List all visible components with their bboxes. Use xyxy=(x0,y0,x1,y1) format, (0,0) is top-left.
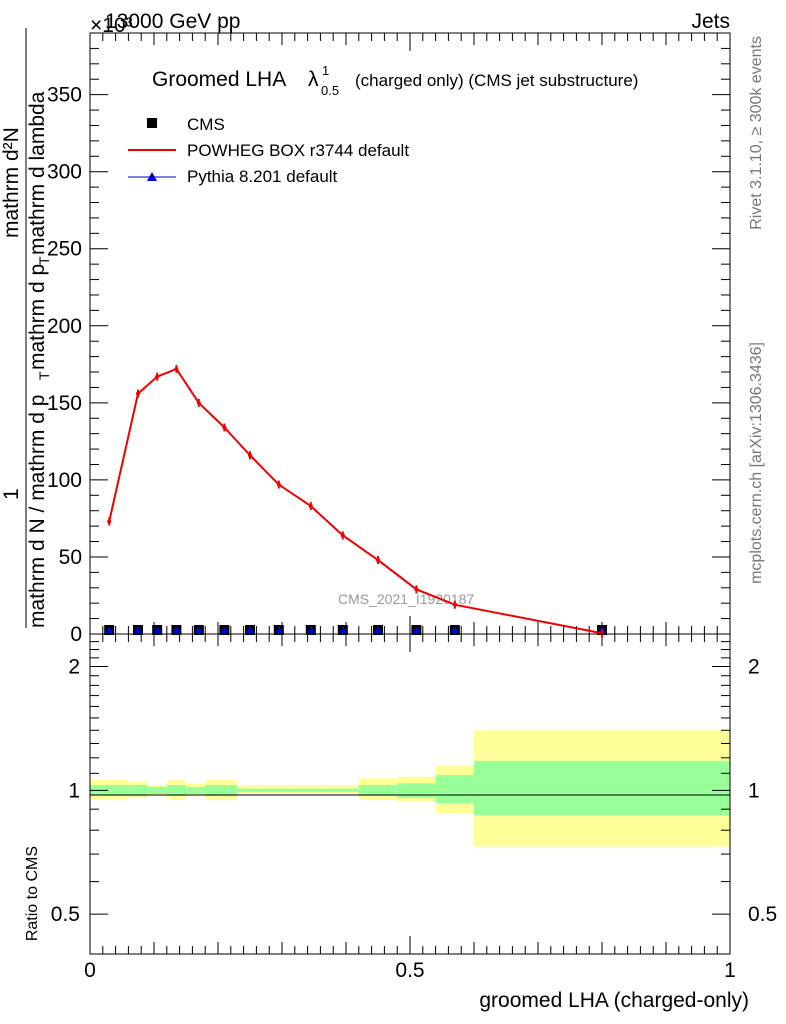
legend-label-cms: CMS xyxy=(187,115,225,134)
pythia-point xyxy=(246,626,254,633)
ratio-y-tick-label-right: 0.5 xyxy=(748,903,777,926)
ratio-y-tick-label-left: 0.5 xyxy=(51,903,80,926)
ylabel-den-mid: T xyxy=(36,371,52,380)
powheg-point xyxy=(600,631,604,636)
ratio-plot-frame xyxy=(89,633,731,955)
powheg-point xyxy=(222,425,227,430)
x-tick-label: 0 xyxy=(84,959,96,982)
y-tick-label: 250 xyxy=(47,238,82,261)
pythia-point xyxy=(134,626,142,633)
powheg-point xyxy=(308,504,313,509)
rivet-side-label: Rivet 3.1.10, ≥ 300k events xyxy=(748,36,765,230)
ratio-y-tick-label-right: 2 xyxy=(748,656,760,679)
pythia-point xyxy=(306,626,315,633)
title-prefix: Groomed LHA xyxy=(152,68,286,91)
ratio-band-stat xyxy=(397,783,436,798)
ratio-band-stat xyxy=(326,788,359,793)
header-right-label: Jets xyxy=(691,10,730,33)
ratio-bands xyxy=(90,730,730,847)
ratio-band-stat xyxy=(474,760,730,816)
powheg-line xyxy=(108,367,603,635)
ratio-band-stat xyxy=(128,785,148,796)
x-tick-label: 1 xyxy=(724,959,736,982)
main-ylabel: 1 mathrm d²N mathrm d N / mathrm d p T m… xyxy=(0,28,52,628)
mcplots-side-label: mcplots.cern.ch [arXiv:1306.3436] xyxy=(748,342,765,584)
ylabel-den-mid2: T xyxy=(36,256,52,265)
legend-label-powheg: POWHEG BOX r3744 default xyxy=(187,141,409,160)
powheg-point xyxy=(155,374,160,379)
y-tick-label: 50 xyxy=(59,546,82,569)
powheg-point xyxy=(340,533,345,538)
x-tick-labels: 0 0.5 1 xyxy=(84,959,736,982)
ratio-y-tick-label-left: 2 xyxy=(68,656,80,679)
ratio-band-stat xyxy=(358,785,398,796)
exponent-label: ×10³ xyxy=(90,14,133,37)
powheg-point xyxy=(248,453,252,458)
y-tick-label: 200 xyxy=(47,315,82,338)
main-plot-ticks xyxy=(89,32,731,954)
powheg-point xyxy=(376,558,380,563)
title-subscript: 0.5 xyxy=(321,83,339,98)
ratio-y-tick-label-left: 1 xyxy=(68,779,80,802)
ylabel-den-end: mathrm d lambda xyxy=(26,91,49,255)
ratio-y-tick-labels: 0.5 0.5 1 1 2 2 xyxy=(51,656,777,927)
ratio-ylabel: Ratio to CMS xyxy=(24,846,41,941)
pythia-point xyxy=(172,626,181,633)
powheg-point xyxy=(452,602,457,607)
y-tick-label: 350 xyxy=(47,84,82,107)
analysis-watermark: CMS_2021_I1920187 xyxy=(338,591,474,607)
ratio-band-stat xyxy=(294,788,327,793)
main-plot-frame xyxy=(89,32,731,635)
pythia-point xyxy=(194,626,203,633)
ratio-band-stat xyxy=(205,785,238,796)
ratio-y-tick-label-right: 1 xyxy=(748,779,760,802)
title-suffix: (charged only) (CMS jet substructure) xyxy=(355,71,638,90)
ratio-band-stat xyxy=(237,788,263,793)
powheg-point xyxy=(414,587,419,592)
x-tick-label: 0.5 xyxy=(395,959,424,982)
ylabel-numerator-rest: mathrm d²N xyxy=(0,127,23,238)
header-left-label: 13000 GeV pp xyxy=(105,10,240,33)
ratio-band-stat xyxy=(186,786,206,794)
main-plot-data xyxy=(104,364,607,638)
powheg-point xyxy=(174,366,179,371)
legend-label-pythia: Pythia 8.201 default xyxy=(187,167,338,186)
ratio-band-stat xyxy=(147,786,167,794)
pythia-point xyxy=(374,626,382,633)
pythia-point xyxy=(412,626,421,633)
pythia-point xyxy=(450,626,459,633)
legend-marker-cms xyxy=(147,118,157,128)
legend-marker-pythia xyxy=(147,172,157,181)
powheg-point xyxy=(196,400,201,405)
pythia-point xyxy=(220,626,229,633)
ylabel-den-left: mathrm d N / mathrm d p xyxy=(26,395,49,628)
y-tick-label: 150 xyxy=(47,392,82,415)
powheg-point xyxy=(107,519,112,524)
main-y-tick-labels: 0 50 100 150 200 250 300 350 xyxy=(47,84,82,646)
main-plot-title: Groomed LHA λ 1 0.5 (charged only) (CMS … xyxy=(152,63,638,98)
y-tick-label: 100 xyxy=(47,469,82,492)
pythia-point xyxy=(153,626,162,633)
legend: CMS POWHEG BOX r3744 default Pythia 8.20… xyxy=(128,115,409,186)
title-superscript: 1 xyxy=(322,63,329,78)
ratio-band-stat xyxy=(90,785,129,796)
ylabel-numerator-one: 1 xyxy=(0,488,23,500)
title-lambda: λ xyxy=(308,68,319,91)
pythia-point xyxy=(274,626,283,633)
powheg-point xyxy=(136,391,140,396)
x-axis-label: groomed LHA (charged-only) xyxy=(479,989,749,1012)
pythia-point xyxy=(105,626,114,633)
powheg-point xyxy=(276,482,281,487)
pythia-point xyxy=(338,626,347,633)
ylabel-den-right: mathrm d p xyxy=(26,264,49,370)
y-tick-label: 300 xyxy=(47,161,82,184)
ratio-plot-ticks xyxy=(90,641,730,955)
ratio-band-stat xyxy=(435,774,474,804)
ratio-band-stat xyxy=(262,788,295,793)
ratio-band-stat xyxy=(166,785,186,796)
y-tick-label: 0 xyxy=(70,623,82,646)
